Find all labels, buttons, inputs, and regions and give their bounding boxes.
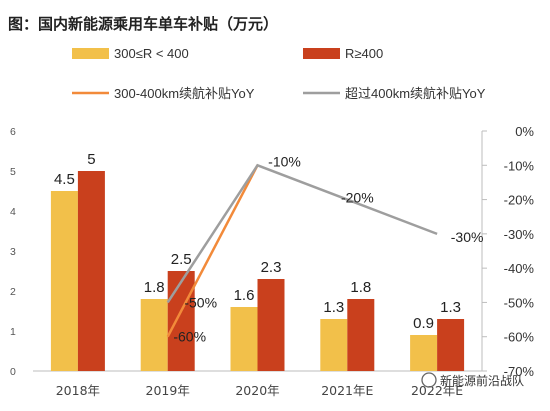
left-axis-ticks: 0 1 2 3 4 5 6 — [10, 126, 16, 378]
left-tick-label: 2 — [10, 286, 16, 298]
line-label: -10% — [268, 153, 301, 169]
lines: -60% -10% -50% -20% -30% — [166, 153, 484, 345]
bar-label: 0.9 — [413, 315, 434, 332]
legend-label-line-0: 300-400km续航补贴YoY — [114, 86, 255, 101]
legend-swatch-bar-1 — [303, 48, 340, 59]
right-tick-label: -20% — [504, 193, 535, 208]
x-tick-label: 2019年 — [146, 383, 190, 398]
left-tick-label: 0 — [10, 366, 16, 378]
left-tick-label: 3 — [10, 246, 16, 258]
line-label: -50% — [184, 294, 217, 310]
watermark-text: 新能源前沿战队 — [440, 373, 524, 388]
bar-label: 5 — [87, 151, 95, 168]
bar-0-4 — [410, 335, 438, 371]
line-series-0 — [166, 164, 259, 338]
bar-label: 1.3 — [440, 299, 461, 316]
wechat-icon — [421, 372, 437, 388]
right-tick-label: -60% — [504, 330, 535, 345]
x-tick-label: 2020年 — [235, 383, 279, 398]
bar-label: 1.8 — [144, 279, 165, 296]
bar-0-3 — [320, 319, 348, 371]
line-label: -20% — [341, 190, 374, 206]
x-axis-ticks: 2018年 2019年 2020年 2021年E 2022年E — [56, 383, 464, 398]
right-tick-label: -70% — [504, 364, 535, 379]
bar-label: 1.6 — [234, 287, 255, 304]
line-series-1 — [166, 163, 438, 304]
left-tick-label: 5 — [10, 166, 16, 178]
bar-0-1 — [140, 299, 168, 371]
left-tick-label: 1 — [10, 326, 16, 338]
x-tick-label: 2018年 — [56, 383, 100, 398]
x-tick-label: 2022年E — [411, 383, 463, 398]
right-tick-label: 0% — [515, 124, 534, 139]
right-axis-ticks: 0% -10% -20% -30% -40% -50% -60% -70% — [482, 124, 534, 379]
bar-1-1 — [167, 271, 195, 371]
bar-1-2 — [257, 279, 285, 371]
right-tick-label: -40% — [504, 261, 535, 276]
legend-label-bar-1: R≥400 — [345, 46, 383, 61]
left-tick-label: 6 — [10, 126, 16, 138]
line-label: -30% — [451, 229, 484, 245]
legend-swatch-bar-0 — [72, 48, 109, 59]
legend-label-line-1: 超过400km续航补贴YoY — [345, 86, 486, 101]
chart-title: 图：国内新能源乘用车单车补贴（万元） — [8, 15, 278, 33]
bar-1-4 — [437, 319, 465, 371]
x-tick-label: 2021年E — [321, 383, 373, 398]
line-label: -60% — [173, 329, 206, 345]
legend-label-bar-0: 300≤R < 400 — [114, 46, 189, 61]
bar-1-3 — [347, 299, 375, 371]
left-tick-label: 4 — [10, 206, 16, 218]
bar-1-0 — [77, 171, 105, 371]
bar-label: 2.5 — [171, 251, 192, 268]
bar-label: 2.3 — [261, 259, 282, 276]
bars: 4.5 1.8 1.6 1.3 0.9 5 2.5 2.3 1.8 1.3 — [50, 151, 465, 371]
bar-0-0 — [50, 191, 78, 371]
bar-label: 1.8 — [350, 279, 371, 296]
right-tick-label: -10% — [504, 158, 535, 173]
right-tick-label: -30% — [504, 227, 535, 242]
bar-label: 1.3 — [323, 299, 344, 316]
bar-0-2 — [230, 307, 258, 371]
right-tick-label: -50% — [504, 295, 535, 310]
legend: 300≤R < 400 R≥400 300-400km续航补贴YoY 超过400… — [72, 46, 486, 101]
watermark: 新能源前沿战队 — [421, 372, 524, 388]
bar-label: 4.5 — [54, 171, 75, 188]
